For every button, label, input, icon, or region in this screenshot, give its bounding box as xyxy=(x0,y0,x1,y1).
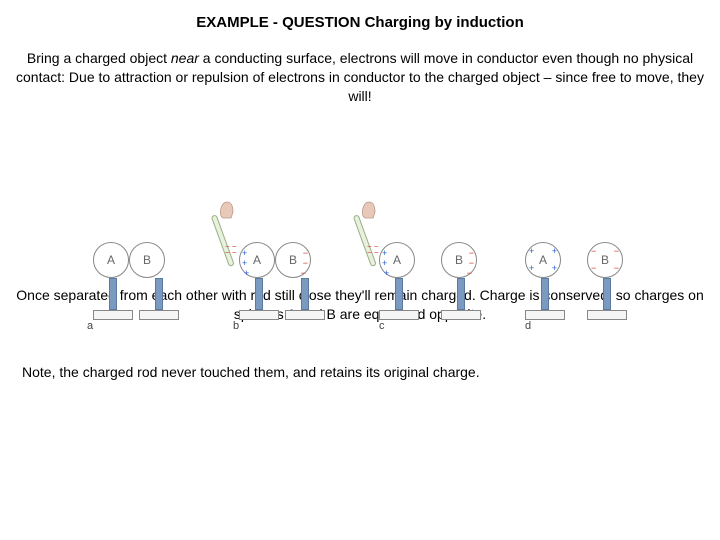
neg-charge-icon: − xyxy=(469,259,474,268)
base-b-right xyxy=(285,310,325,320)
pos-charge-icon: + xyxy=(382,249,387,258)
charged-rod-icon xyxy=(353,214,377,267)
base-c-right xyxy=(441,310,481,320)
paragraph-3: Note, the charged rod never touched them… xyxy=(0,363,720,382)
neg-charge-icon: − xyxy=(469,249,474,258)
intro-text-a: Bring a charged object xyxy=(27,50,171,66)
stand-a-right xyxy=(155,278,163,310)
stand-c-right xyxy=(457,278,465,310)
intro-near-word: near xyxy=(171,50,199,66)
step-label-b: b xyxy=(233,320,239,332)
stand-a-left xyxy=(109,278,117,310)
step-a: A B a xyxy=(81,202,201,332)
hand-icon xyxy=(359,198,379,220)
base-d-right xyxy=(587,310,627,320)
base-b-left xyxy=(239,310,279,320)
neg-charge-icon: − xyxy=(614,247,619,256)
page-title: EXAMPLE - QUESTION Charging by induction xyxy=(0,0,720,31)
sphere-label: A xyxy=(253,253,261,267)
sphere-b-A: A + + + xyxy=(239,242,275,278)
step-label-a: a xyxy=(87,320,93,332)
stand-b-left xyxy=(255,278,263,310)
pos-charge-icon: + xyxy=(382,259,387,268)
neg-charge-icon: − xyxy=(591,247,596,256)
sphere-label: B xyxy=(143,253,151,267)
pos-charge-icon: + xyxy=(384,269,389,278)
pos-charge-icon: + xyxy=(529,264,534,273)
stand-d-right xyxy=(603,278,611,310)
sphere-a-B: B xyxy=(129,242,165,278)
sphere-label: B xyxy=(289,253,297,267)
stand-b-right xyxy=(301,278,309,310)
base-a-left xyxy=(93,310,133,320)
neg-charge-icon: − xyxy=(301,269,306,278)
pos-charge-icon: + xyxy=(244,269,249,278)
sphere-c-A: A + + + xyxy=(379,242,415,278)
stand-c-left xyxy=(395,278,403,310)
base-a-right xyxy=(139,310,179,320)
sphere-label: A xyxy=(393,253,401,267)
step-b: A + + + B − − − − −− − b xyxy=(227,202,347,332)
charged-rod-icon xyxy=(211,214,235,267)
stand-d-left xyxy=(541,278,549,310)
hand-icon xyxy=(217,198,237,220)
sphere-c-B: B − − − xyxy=(441,242,477,278)
sphere-d-A: A + + + + xyxy=(525,242,561,278)
sphere-label: A xyxy=(107,253,115,267)
pos-charge-icon: + xyxy=(552,247,557,256)
sphere-a-A: A xyxy=(93,242,129,278)
sphere-label: B xyxy=(601,253,609,267)
neg-charge-icon: − xyxy=(303,259,308,268)
sphere-label: B xyxy=(455,253,463,267)
pos-charge-icon: + xyxy=(552,264,557,273)
neg-charge-icon: − xyxy=(591,264,596,273)
neg-charge-icon: − xyxy=(467,269,472,278)
pos-charge-icon: + xyxy=(529,247,534,256)
step-label-d: d xyxy=(525,320,531,332)
pos-charge-icon: + xyxy=(242,249,247,258)
induction-diagram: A B a A + + + B − − − − −− − b A xyxy=(0,202,720,332)
step-label-c: c xyxy=(379,320,385,332)
sphere-d-B: B − − − − xyxy=(587,242,623,278)
step-c: A + + + B − − − − −− − c xyxy=(373,202,493,332)
step-d: A + + + + B − − − − d xyxy=(519,202,639,332)
neg-charge-icon: − xyxy=(303,249,308,258)
sphere-b-B: B − − − xyxy=(275,242,311,278)
pos-charge-icon: + xyxy=(242,259,247,268)
intro-paragraph: Bring a charged object near a conducting… xyxy=(0,49,720,106)
neg-charge-icon: − xyxy=(614,264,619,273)
base-d-left xyxy=(525,310,565,320)
rod-charges: − −− − xyxy=(367,244,379,257)
rod-charges: − −− − xyxy=(225,244,237,257)
base-c-left xyxy=(379,310,419,320)
sphere-label: A xyxy=(539,253,547,267)
